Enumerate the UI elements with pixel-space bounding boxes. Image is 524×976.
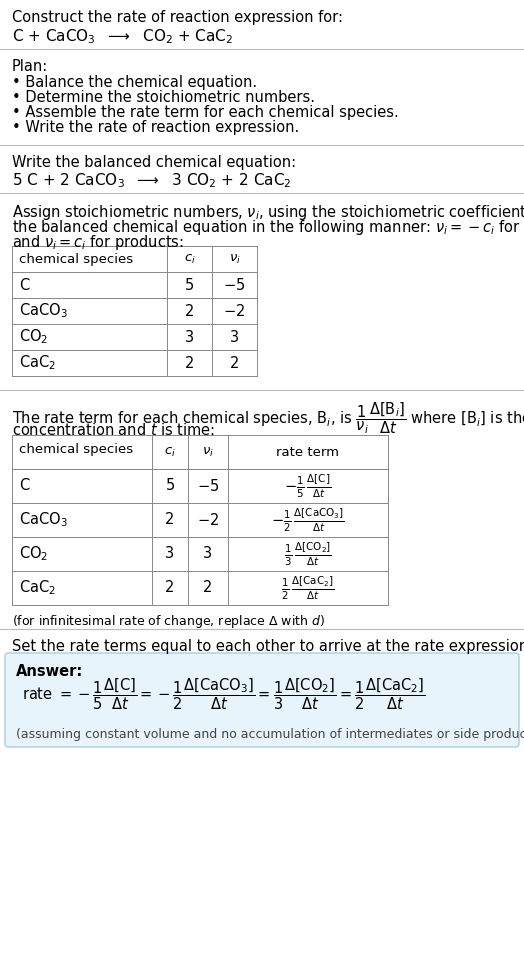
Text: Assign stoichiometric numbers, $\nu_i$, using the stoichiometric coefficients, $: Assign stoichiometric numbers, $\nu_i$, …: [12, 203, 524, 222]
Text: 2: 2: [230, 355, 239, 371]
Text: 3: 3: [203, 547, 213, 561]
Text: $-\frac{1}{2}\,\frac{\Delta[\mathrm{CaCO_3}]}{\Delta t}$: $-\frac{1}{2}\,\frac{\Delta[\mathrm{CaCO…: [271, 507, 345, 534]
Text: • Balance the chemical equation.: • Balance the chemical equation.: [12, 75, 257, 90]
Text: rate $= -\dfrac{1}{5}\dfrac{\Delta[\mathrm{C}]}{\Delta t} = -\dfrac{1}{2}\dfrac{: rate $= -\dfrac{1}{5}\dfrac{\Delta[\math…: [22, 676, 425, 712]
Text: $c_i$: $c_i$: [164, 445, 176, 459]
Text: • Write the rate of reaction expression.: • Write the rate of reaction expression.: [12, 120, 299, 135]
Text: • Assemble the rate term for each chemical species.: • Assemble the rate term for each chemic…: [12, 105, 399, 120]
Text: $\frac{1}{3}\,\frac{\Delta[\mathrm{CO_2}]}{\Delta t}$: $\frac{1}{3}\,\frac{\Delta[\mathrm{CO_2}…: [284, 541, 332, 568]
Text: 2: 2: [203, 581, 213, 595]
Text: CO$_2$: CO$_2$: [19, 545, 48, 563]
Text: The rate term for each chemical species, B$_i$, is $\dfrac{1}{\nu_i}\dfrac{\Delt: The rate term for each chemical species,…: [12, 400, 524, 435]
Text: (for infinitesimal rate of change, replace $\Delta$ with $d$): (for infinitesimal rate of change, repla…: [12, 613, 325, 630]
Text: chemical species: chemical species: [19, 253, 133, 265]
Text: $-2$: $-2$: [223, 303, 246, 319]
Text: Plan:: Plan:: [12, 59, 48, 74]
Text: 3: 3: [185, 330, 194, 345]
Text: 2: 2: [185, 304, 194, 318]
Text: and $\nu_i = c_i$ for products:: and $\nu_i = c_i$ for products:: [12, 233, 184, 252]
Text: 5: 5: [185, 277, 194, 293]
Text: $\nu_i$: $\nu_i$: [202, 445, 214, 459]
Text: C: C: [19, 277, 29, 293]
Text: $-5$: $-5$: [223, 277, 246, 293]
Text: Write the balanced chemical equation:: Write the balanced chemical equation:: [12, 155, 296, 170]
Text: 2: 2: [165, 512, 174, 527]
Text: $\frac{1}{2}\,\frac{\Delta[\mathrm{CaC_2}]}{\Delta t}$: $\frac{1}{2}\,\frac{\Delta[\mathrm{CaC_2…: [281, 574, 335, 602]
Text: the balanced chemical equation in the following manner: $\nu_i = -c_i$ for react: the balanced chemical equation in the fo…: [12, 218, 524, 237]
Text: Construct the rate of reaction expression for:: Construct the rate of reaction expressio…: [12, 10, 343, 25]
Text: Set the rate terms equal to each other to arrive at the rate expression:: Set the rate terms equal to each other t…: [12, 639, 524, 654]
Text: CaC$_2$: CaC$_2$: [19, 353, 56, 373]
Text: rate term: rate term: [277, 445, 340, 459]
Text: 3: 3: [166, 547, 174, 561]
Text: concentration and $t$ is time:: concentration and $t$ is time:: [12, 422, 215, 438]
Text: C + CaCO$_3$  $\longrightarrow$  CO$_2$ + CaC$_2$: C + CaCO$_3$ $\longrightarrow$ CO$_2$ + …: [12, 27, 233, 46]
Text: CaCO$_3$: CaCO$_3$: [19, 510, 68, 529]
Text: C: C: [19, 478, 29, 494]
Text: 2: 2: [165, 581, 174, 595]
Text: 5: 5: [166, 478, 174, 494]
Text: CO$_2$: CO$_2$: [19, 328, 48, 346]
Text: • Determine the stoichiometric numbers.: • Determine the stoichiometric numbers.: [12, 90, 315, 105]
Text: $-5$: $-5$: [197, 478, 219, 494]
Text: 2: 2: [185, 355, 194, 371]
Text: 5 C + 2 CaCO$_3$  $\longrightarrow$  3 CO$_2$ + 2 CaC$_2$: 5 C + 2 CaCO$_3$ $\longrightarrow$ 3 CO$…: [12, 171, 291, 189]
Text: (assuming constant volume and no accumulation of intermediates or side products): (assuming constant volume and no accumul…: [16, 728, 524, 741]
Text: CaCO$_3$: CaCO$_3$: [19, 302, 68, 320]
FancyBboxPatch shape: [5, 653, 519, 747]
Text: chemical species: chemical species: [19, 443, 133, 457]
Text: $c_i$: $c_i$: [183, 253, 195, 265]
Text: $\nu_i$: $\nu_i$: [228, 253, 241, 265]
Text: 3: 3: [230, 330, 239, 345]
Text: Answer:: Answer:: [16, 664, 83, 679]
Text: $-2$: $-2$: [197, 512, 219, 528]
Text: $-\frac{1}{5}\,\frac{\Delta[\mathrm{C}]}{\Delta t}$: $-\frac{1}{5}\,\frac{\Delta[\mathrm{C}]}…: [285, 472, 332, 500]
Text: CaC$_2$: CaC$_2$: [19, 579, 56, 597]
